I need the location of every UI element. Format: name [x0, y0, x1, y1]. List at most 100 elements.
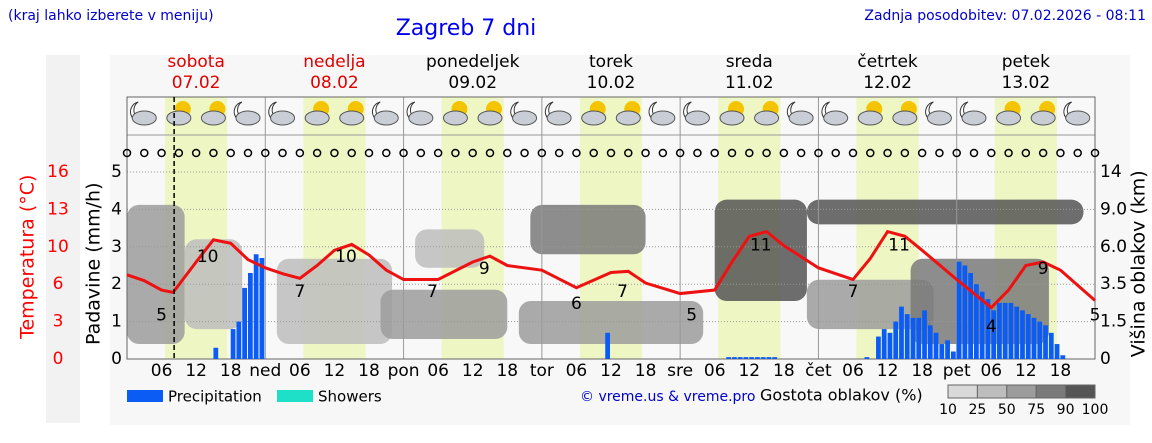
precip-bar: [766, 357, 772, 359]
precip-bar: [881, 329, 887, 359]
wind-calm: [330, 148, 339, 158]
wind-calm: [399, 148, 408, 158]
cloud: [581, 110, 607, 126]
y-tick-label: 0: [111, 349, 122, 369]
cloud: [200, 110, 226, 126]
cloud: [546, 110, 572, 126]
day-name: nedelja: [303, 52, 365, 72]
precip-bar: [737, 357, 743, 359]
wind-calm: [1004, 148, 1013, 158]
temperature-label: 9: [1038, 259, 1049, 279]
wind-calm: [952, 148, 961, 158]
x-tick-label: 12: [185, 361, 207, 381]
day-date: 09.02: [448, 73, 497, 93]
y2-tick-label: 9.0: [1100, 199, 1127, 219]
update-time: Zadnja posodobitev: 07.02.2026 - 08:11: [864, 8, 1146, 24]
x-tick-label: 06: [427, 361, 449, 381]
wind-calm: [917, 148, 927, 158]
wind-calm: [347, 148, 356, 158]
wind-calm: [468, 148, 477, 158]
cloud: [131, 110, 157, 126]
cloud: [166, 110, 192, 126]
wind-calm: [762, 148, 771, 158]
day-date: 07.02: [172, 73, 221, 93]
x-tick-label: 06: [704, 361, 726, 381]
wind-calm: [1038, 148, 1048, 158]
left-strip: [46, 55, 80, 423]
cloud: [857, 110, 883, 126]
weather-icon: [1063, 101, 1091, 126]
legend-swatch: [277, 390, 313, 402]
precip-bar: [1048, 332, 1054, 359]
weather-icon: [683, 101, 710, 126]
cloud: [823, 110, 849, 126]
day-name: torek: [589, 52, 633, 72]
precip-bar: [1054, 344, 1060, 359]
precip-bar: [1020, 310, 1025, 359]
day-date: 08.02: [310, 73, 359, 93]
x-tick-label: pet: [943, 361, 971, 381]
cloud-area: [127, 204, 185, 345]
precip-bar: [248, 272, 253, 359]
wind-calm: [779, 148, 789, 158]
weather-icon: [892, 101, 918, 126]
temperature-label: 7: [848, 282, 859, 302]
wind-calm: [883, 148, 892, 158]
cloud-scale-label: 25: [968, 402, 986, 418]
x-tick-label: sre: [667, 361, 693, 381]
x-tick-label: 06: [842, 361, 864, 381]
wind-calm: [969, 148, 979, 158]
cloud-area: [380, 289, 508, 340]
day-date: 11.02: [725, 73, 774, 93]
x-tick-label: 18: [773, 361, 795, 381]
y-tick-label: 4: [111, 199, 122, 219]
wind-calm: [1021, 148, 1031, 158]
temp-axis-label: Temperatura (°C): [17, 175, 39, 340]
wind-calm: [503, 148, 512, 158]
cloud-area: [276, 258, 393, 345]
cloud: [408, 110, 434, 126]
temperature-label: 5: [686, 306, 697, 326]
day-name: sreda: [726, 52, 773, 72]
precip-bar: [904, 314, 910, 359]
weather-icon: [268, 101, 296, 126]
x-tick-label: 12: [877, 361, 899, 381]
x-tick-label: čet: [805, 361, 832, 381]
precip-bar: [985, 299, 991, 359]
cloud: [650, 110, 676, 126]
page-title: Zagreb 7 dni: [396, 16, 537, 41]
wind-calm: [814, 148, 823, 158]
precip-bar: [772, 357, 778, 359]
x-tick-label: 18: [220, 361, 242, 381]
wind-calm: [226, 148, 235, 158]
precip-bar: [732, 357, 737, 359]
weather-icon: [544, 101, 572, 126]
temperature-label: 6: [571, 294, 582, 314]
y2-axis-label: Višina oblakov (km): [1128, 170, 1150, 357]
precip-bar: [962, 265, 968, 359]
wind-calm: [209, 148, 218, 158]
wind-calm: [589, 148, 598, 158]
y-tick-label: 3: [111, 237, 122, 257]
precip-bar: [1014, 306, 1020, 359]
weather-icon: [615, 101, 641, 126]
x-tick-label: 12: [462, 361, 484, 381]
wind-calm: [451, 148, 460, 158]
cloud: [270, 110, 296, 126]
cloud: [442, 110, 468, 126]
x-tick-label: tor: [530, 361, 554, 381]
temp-tick-label: 6: [53, 274, 64, 294]
precip-bar: [968, 272, 973, 359]
day-date: 13.02: [1002, 73, 1051, 93]
x-tick-label: 12: [738, 361, 760, 381]
weather-icon: [130, 101, 157, 126]
wind-calm: [416, 148, 426, 158]
weather-icon: [406, 101, 434, 126]
temperature-line: [126, 229, 1096, 310]
wind-calm: [520, 148, 529, 158]
cloud: [235, 110, 261, 126]
day-date: 10.02: [587, 73, 636, 93]
precip-bar: [236, 321, 242, 359]
cloud: [512, 110, 538, 126]
cloud-area: [714, 199, 807, 302]
